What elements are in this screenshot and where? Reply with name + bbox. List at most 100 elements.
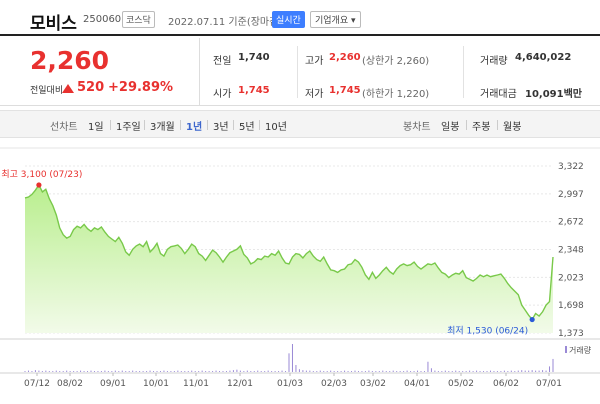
volume-bar [451, 371, 453, 372]
low-label: 저가 [305, 89, 324, 100]
tab-weekly[interactable]: 주봉 [472, 122, 491, 133]
x-tick-label: 01/03 [277, 379, 303, 389]
volume-bar [173, 371, 175, 372]
volume-bar [444, 370, 446, 372]
volume-bar [267, 370, 269, 372]
volume-bar [413, 371, 415, 372]
y-tick-label: 2,348 [558, 246, 584, 256]
volume-bar [347, 371, 349, 372]
volume-bar [427, 361, 429, 372]
volume-bar [354, 370, 356, 372]
candle-chart-label: 봉차트 [403, 122, 431, 133]
volume-bar [357, 371, 359, 372]
stock-code: 250060 [83, 14, 122, 25]
stock-header: 모비스 250060 코스닥 2022.07.11 기준(장마감) 실시간 기업… [0, 0, 600, 36]
volume-bar [479, 371, 481, 372]
volume-bar [330, 370, 332, 372]
x-tick-label: 11/01 [183, 379, 209, 389]
volume-bar [111, 371, 113, 372]
tab-3y[interactable]: 3년 [213, 122, 229, 133]
volume-bar [305, 370, 307, 372]
tab-10y[interactable]: 10년 [265, 122, 287, 133]
volume-bar [549, 366, 551, 372]
volume-bar [448, 371, 450, 372]
volume-bar [514, 371, 516, 372]
tab-1y[interactable]: 1년 [186, 122, 203, 133]
volume-bar [166, 371, 168, 372]
tab-1d[interactable]: 1일 [88, 122, 104, 133]
change-percent: +29.89% [108, 80, 174, 95]
volume-bar [69, 371, 71, 372]
volume-bar [312, 371, 314, 372]
volume-bar [45, 370, 47, 372]
tab-divider [180, 120, 181, 130]
divider [297, 46, 298, 98]
volume-bar [219, 371, 221, 372]
prev-close-value: 1,740 [238, 52, 270, 63]
volume-bar [52, 371, 54, 372]
y-tick-label: 2,023 [558, 273, 584, 283]
chart-period-tabs: 선차트 1일 1주일 3개월 1년 3년 5년 10년 봉차트 일봉 주봉 월봉 [0, 110, 600, 138]
x-tick-label: 10/01 [143, 379, 169, 389]
volume-bar [528, 370, 530, 372]
open-value: 1,745 [238, 85, 270, 96]
company-info-button[interactable]: 기업개요 ▾ [310, 11, 361, 28]
y-tick-label: 2,997 [558, 190, 584, 200]
tab-1w[interactable]: 1주일 [116, 122, 141, 133]
volume-bar [399, 371, 401, 372]
chart-annotations: 최고 3,100 (07/23) 최저 1,530 (06/24) [1, 169, 535, 337]
volume-bar [465, 371, 467, 372]
volume-bar [59, 371, 61, 372]
volume-bar [281, 370, 283, 372]
volume-bar [212, 371, 214, 372]
realtime-button[interactable]: 실시간 [272, 11, 305, 28]
volume-bar [215, 370, 217, 372]
tab-daily[interactable]: 일봉 [441, 122, 460, 133]
volume-bar [378, 371, 380, 372]
volume-bar [62, 371, 64, 372]
tab-5y[interactable]: 5년 [239, 122, 255, 133]
volume-bar [364, 371, 366, 372]
volume-bar [73, 371, 75, 372]
volume-bar [406, 370, 408, 372]
volume-bar [441, 371, 443, 372]
volume-bar [291, 344, 293, 372]
volume-bar [93, 371, 95, 372]
volume-bar [87, 371, 89, 372]
high-label: 고가 [305, 56, 324, 67]
volume-bar [121, 370, 123, 372]
volume-bar [125, 371, 127, 372]
amount-value: 10,091백만 [525, 89, 582, 100]
price-chart[interactable]: 3,322 2,997 2,672 2,348 2,023 1,698 1,373 최고 3… [0, 140, 600, 404]
price-area [25, 185, 553, 333]
volume-bar [156, 371, 158, 372]
arrow-up-icon [62, 84, 74, 93]
volume-bar [114, 370, 116, 372]
volume-bar [493, 371, 495, 372]
volume-bar [542, 370, 544, 372]
volume-bar [132, 370, 134, 372]
x-tick-label: 04/01 [404, 379, 430, 389]
volume-bar [205, 371, 207, 372]
volume-bar [510, 370, 512, 372]
volume-bar [191, 370, 193, 372]
low-value: 1,745 [329, 85, 361, 96]
volume-bar [170, 371, 172, 372]
tab-monthly[interactable]: 월봉 [503, 122, 522, 133]
tab-3m[interactable]: 3개월 [150, 122, 175, 133]
volume-bar [420, 371, 422, 372]
volume-bar [396, 371, 398, 372]
volume-bar [423, 371, 425, 372]
volume-legend-label: 거래량 [569, 345, 592, 355]
volume-bar [403, 371, 405, 372]
volume-bar [486, 371, 488, 372]
volume-bar [229, 370, 231, 372]
volume-bar [31, 371, 33, 372]
lower-limit: (하한가 1,220) [362, 89, 430, 100]
volume-bar [24, 371, 26, 372]
stock-name: 모비스 [30, 14, 77, 34]
volume-bar [462, 371, 464, 372]
volume-bar [517, 370, 519, 372]
y-tick-label: 1,698 [558, 301, 584, 311]
volume-bar [222, 371, 224, 372]
